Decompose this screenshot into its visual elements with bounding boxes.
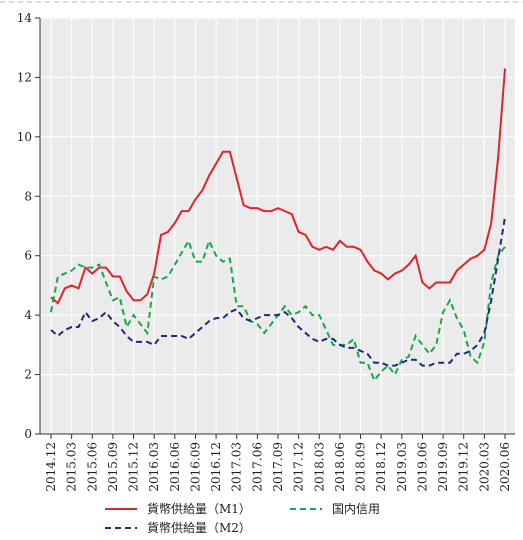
x-tick-label: 2016.03 [147,442,161,492]
legend-label: 貨幣供給量（M1） [147,501,251,516]
x-tick-label: 2018.03 [312,442,326,492]
x-tick-label: 2018.12 [374,442,388,492]
legend-label: 貨幣供給量（M2） [147,520,251,535]
series-line [50,216,506,367]
x-tick-label: 2016.12 [209,442,223,492]
x-tick-label: 2019.06 [415,442,429,492]
y-tick-label: 8 [24,189,32,203]
x-tick-label: 2017.09 [271,442,285,492]
series-line [50,68,506,305]
x-tick-label: 2020.06 [498,442,512,492]
y-tick-label: 4 [24,308,32,322]
x-tick-label: 2014.12 [44,442,58,492]
y-tick-label: 2 [24,368,32,382]
y-tick-label: 10 [17,130,32,144]
y-tick-label: 6 [24,249,32,263]
x-tick-label: 2017.03 [230,442,244,492]
x-tick-label: 2019.03 [395,442,409,492]
x-tick-label: 2018.06 [333,442,347,492]
x-tick-label: 2015.03 [65,442,79,492]
y-tick-label: 14 [17,11,33,25]
x-tick-label: 2017.06 [250,442,264,492]
x-tick-label: 2015.06 [85,442,99,492]
legend-label: 国内信用 [332,502,380,516]
x-tick-label: 2019.09 [436,442,450,492]
x-tick-label: 2016.09 [188,442,202,492]
x-tick-label: 2015.12 [127,442,141,492]
x-tick-label: 2019.12 [457,442,471,492]
x-tick-label: 2016.06 [168,442,182,492]
y-tick-label: 12 [17,70,32,84]
x-tick-label: 2020.03 [477,442,491,492]
y-tick-label: 0 [24,427,32,441]
x-tick-label: 2018.09 [354,442,368,492]
x-tick-label: 2015.09 [106,442,120,492]
x-tick-label: 2017.12 [292,442,306,492]
